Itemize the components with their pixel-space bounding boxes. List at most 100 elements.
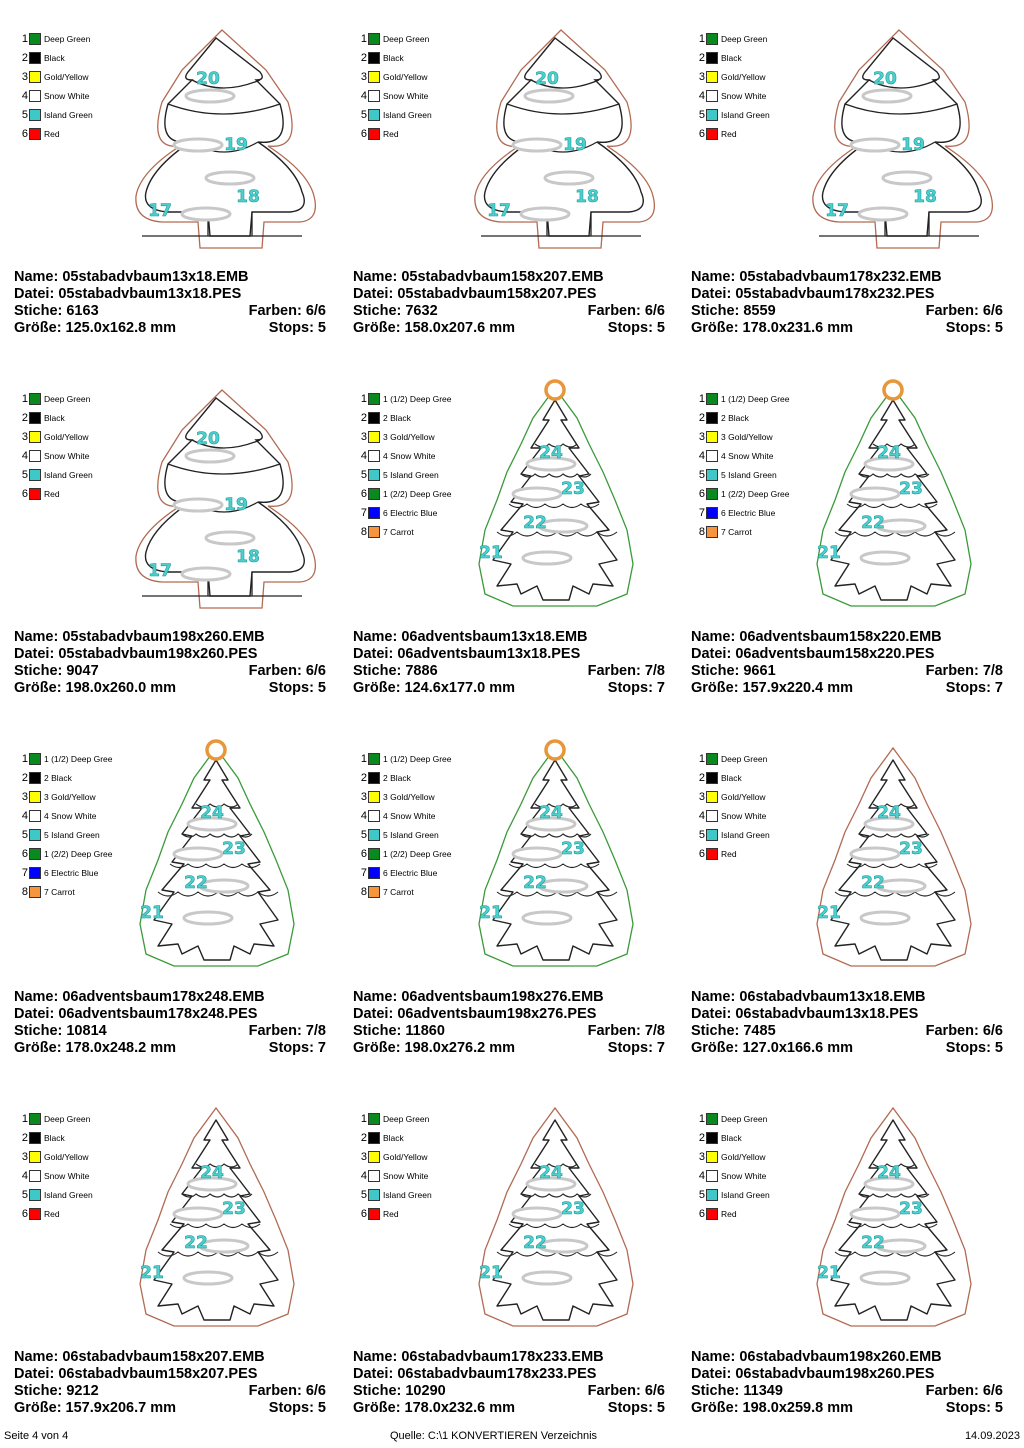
design-name: Name: 05stabadvbaum13x18.EMB [14, 269, 249, 285]
color-index: 5 [698, 1188, 705, 1201]
design-name: Name: 06adventsbaum198x276.EMB [353, 989, 604, 1005]
color-legend-row: 2 Black [20, 48, 120, 67]
color-index: 4 [21, 809, 28, 822]
info-stitch-line: Stiche: 9212 Farben: 6/6 [14, 1383, 326, 1400]
color-index: 5 [360, 108, 367, 121]
pocket-slot [537, 518, 589, 534]
day-number: 24 [539, 1163, 563, 1183]
color-swatch [29, 430, 41, 443]
pocket-slot [186, 816, 238, 832]
color-swatch [368, 866, 380, 879]
color-swatch [706, 771, 718, 784]
day-number: 22 [184, 1233, 208, 1253]
day-number: 18 [236, 187, 260, 207]
pocket-slot [875, 878, 927, 894]
color-index: 2 [360, 51, 367, 64]
day-number: 20 [535, 69, 559, 89]
color-index: 6 [360, 127, 367, 140]
color-name: 6 Electric Blue [721, 507, 776, 518]
color-index: 5 [360, 468, 367, 481]
pocket-slot [859, 550, 911, 566]
design-name: Name: 05stabadvbaum198x260.EMB [14, 629, 265, 645]
hanging-loop [544, 379, 566, 401]
color-name: Red [721, 1208, 737, 1219]
color-swatch [368, 1150, 380, 1163]
color-index: 1 [698, 32, 705, 45]
day-number: 19 [224, 495, 248, 515]
color-index: 5 [360, 1188, 367, 1201]
color-index: 2 [698, 1131, 705, 1144]
color-legend-row: 5 5 Island Green [697, 465, 797, 484]
color-name: Red [44, 1208, 60, 1219]
stop-count: Stops: 5 [268, 320, 326, 336]
color-swatch [706, 1150, 718, 1163]
color-index: 2 [698, 51, 705, 64]
day-number: 21 [140, 903, 164, 923]
color-swatch [368, 828, 380, 841]
design-file: Datei: 06stabadvbaum158x207.PES [14, 1366, 258, 1382]
day-number: 17 [825, 201, 849, 221]
day-number: 18 [236, 547, 260, 567]
day-number: 22 [861, 513, 885, 533]
pocket-slot [875, 1238, 927, 1254]
pocket-slot [172, 137, 224, 153]
day-number: 24 [539, 443, 563, 463]
pocket-slot [511, 486, 563, 502]
color-swatch [368, 790, 380, 803]
color-swatch [29, 1131, 41, 1144]
color-index: 2 [21, 771, 28, 784]
color-swatch [368, 1169, 380, 1182]
color-legend-row: 1 Deep Green [697, 1109, 797, 1128]
color-legend-row: 3 3 Gold/Yellow [359, 787, 459, 806]
info-stitch-line: Stiche: 6163 Farben: 6/6 [14, 303, 326, 320]
pocket-slot [172, 1206, 224, 1222]
color-index: 5 [21, 828, 28, 841]
color-swatch [29, 127, 41, 140]
color-index: 6 [698, 127, 705, 140]
info-name-line: Name: 05stabadvbaum178x232.EMB [691, 269, 1003, 286]
color-swatch [706, 1188, 718, 1201]
color-index: 3 [360, 70, 367, 83]
color-swatch [368, 1207, 380, 1220]
color-name: Island Green [721, 1189, 770, 1200]
color-index: 5 [698, 108, 705, 121]
pocket-slot [198, 1238, 250, 1254]
color-swatch [368, 89, 380, 102]
color-legend-row: 6 Red [20, 484, 120, 503]
design-card: 1 Deep Green 2 Black 3 Gold/Yellow 4 Snow White… [339, 1080, 677, 1420]
color-index: 3 [21, 70, 28, 83]
color-index: 5 [21, 468, 28, 481]
color-name: Red [44, 488, 60, 499]
tree-tier-line [191, 439, 261, 449]
color-name: 7 Carrot [44, 886, 75, 897]
color-name: 2 Black [721, 412, 749, 423]
tree-tier-line [868, 79, 938, 89]
stop-count: Stops: 7 [607, 680, 665, 696]
color-legend-row: 4 4 Snow White [359, 806, 459, 825]
color-legend-row: 3 Gold/Yellow [20, 427, 120, 446]
color-count: Farben: 6/6 [587, 303, 665, 319]
design-info: Name: 05stabadvbaum178x232.EMB Datei: 05s… [691, 269, 1003, 337]
color-legend-row: 6 Red [359, 1204, 459, 1223]
pocket-slot [861, 88, 913, 104]
design-card: 1 1 (1/2) Deep Gree 2 2 Black 3 3 Gold/Yellow… [0, 720, 338, 1060]
design-file: Datei: 05stabadvbaum158x207.PES [353, 286, 597, 302]
design-preview: 24 23 22 21 [816, 1106, 972, 1327]
info-size-line: Größe: 178.0x248.2 mm Stops: 7 [14, 1040, 326, 1057]
color-name: Gold/Yellow [721, 791, 766, 802]
color-name: Snow White [721, 1170, 767, 1181]
tree-tier-line [872, 1163, 916, 1168]
print-date: 14.09.2023 [964, 1430, 1020, 1442]
info-file-line: Datei: 06stabadvbaum158x207.PES [14, 1366, 326, 1383]
info-name-line: Name: 06stabadvbaum13x18.EMB [691, 989, 1003, 1006]
info-size-line: Größe: 178.0x232.6 mm Stops: 5 [353, 1400, 665, 1417]
info-file-line: Datei: 05stabadvbaum198x260.PES [14, 646, 326, 663]
design-card: 1 Deep Green 2 Black 3 Gold/Yellow 4 Snow White… [677, 720, 1015, 1060]
color-index: 2 [360, 411, 367, 424]
design-file: Datei: 06stabadvbaum178x233.PES [353, 1366, 597, 1382]
color-swatch [29, 1188, 41, 1201]
pocket-slot [184, 88, 236, 104]
day-number: 21 [817, 1263, 841, 1283]
pocket-slot [521, 550, 573, 566]
day-number: 17 [148, 201, 172, 221]
